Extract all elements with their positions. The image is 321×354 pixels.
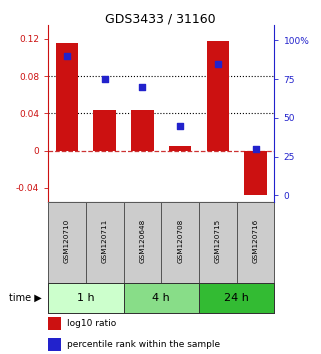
Text: 1 h: 1 h bbox=[77, 293, 95, 303]
Bar bbox=[48, 202, 86, 283]
Text: GSM120710: GSM120710 bbox=[64, 219, 70, 263]
Bar bbox=[244, 150, 267, 195]
Point bbox=[102, 76, 107, 82]
Bar bbox=[48, 283, 124, 313]
Point bbox=[215, 61, 221, 67]
Point bbox=[178, 123, 183, 129]
Text: log10 ratio: log10 ratio bbox=[67, 319, 117, 329]
Bar bbox=[199, 283, 274, 313]
Bar bbox=[86, 202, 124, 283]
Bar bbox=[207, 41, 229, 150]
Text: GSM120716: GSM120716 bbox=[253, 219, 259, 263]
Bar bbox=[48, 318, 61, 330]
Text: time ▶: time ▶ bbox=[9, 293, 42, 303]
Bar bbox=[93, 110, 116, 150]
Bar bbox=[48, 338, 61, 351]
Bar bbox=[124, 202, 161, 283]
Point bbox=[140, 84, 145, 90]
Point bbox=[65, 53, 70, 59]
Text: percentile rank within the sample: percentile rank within the sample bbox=[67, 340, 221, 349]
Bar bbox=[124, 283, 199, 313]
Bar bbox=[131, 110, 154, 150]
Bar bbox=[56, 44, 78, 150]
Bar bbox=[161, 202, 199, 283]
Point bbox=[253, 146, 258, 152]
Text: GSM120711: GSM120711 bbox=[102, 219, 108, 263]
Bar bbox=[199, 202, 237, 283]
Text: GSM120715: GSM120715 bbox=[215, 219, 221, 263]
Bar bbox=[237, 202, 274, 283]
Bar bbox=[169, 146, 191, 150]
Text: 24 h: 24 h bbox=[224, 293, 249, 303]
Text: GSM120648: GSM120648 bbox=[139, 219, 145, 263]
Text: 4 h: 4 h bbox=[152, 293, 170, 303]
Text: GDS3433 / 31160: GDS3433 / 31160 bbox=[105, 12, 216, 25]
Text: GSM120708: GSM120708 bbox=[177, 219, 183, 263]
